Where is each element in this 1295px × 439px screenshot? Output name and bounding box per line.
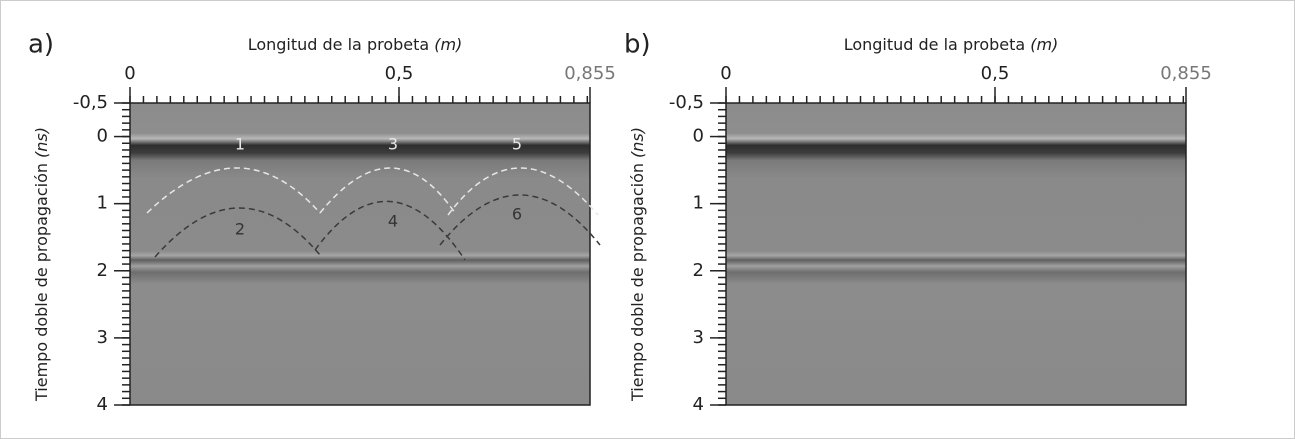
x-axis-unit: (m) xyxy=(1030,35,1058,54)
hyperbola xyxy=(447,167,599,216)
y-tick-label: 3 xyxy=(693,327,704,348)
y-axis-label: Tiempo doble de propagación (ns) xyxy=(628,127,647,402)
y-tick-label: 1 xyxy=(693,193,704,214)
y-axis-label-text: Tiempo doble de propagación xyxy=(628,163,647,402)
y-tick-label: 2 xyxy=(693,260,704,281)
x-tick-label: 0,5 xyxy=(981,63,1010,84)
annotation: 1 xyxy=(235,135,245,154)
annotation: 3 xyxy=(388,135,398,154)
x-tick-label: 0 xyxy=(720,63,731,84)
radargram-image xyxy=(129,102,591,406)
radargram-image xyxy=(725,102,1187,406)
annotation: 4 xyxy=(388,212,398,231)
y-axis-unit: (ns) xyxy=(628,127,647,158)
x-axis-label: Longitud de la probeta (m) xyxy=(248,35,463,54)
annotation: 6 xyxy=(512,205,522,224)
panel-label: b) xyxy=(624,30,651,60)
x-tick-label: 0,5 xyxy=(385,63,414,84)
y-tick-label: 2 xyxy=(97,260,108,281)
x-axis-label-text: Longitud de la probeta xyxy=(844,35,1026,54)
y-tick-label: -0,5 xyxy=(669,92,704,113)
x-tick-label: 0 xyxy=(124,63,135,84)
y-tick-label: 4 xyxy=(693,394,704,415)
y-tick-label: 1 xyxy=(97,193,108,214)
y-axis-unit: (ns) xyxy=(32,127,51,158)
y-tick-label: 3 xyxy=(97,327,108,348)
y-axis-label-text: Tiempo doble de propagación xyxy=(32,163,51,402)
y-axis-label: Tiempo doble de propagación (ns) xyxy=(32,127,51,402)
x-tick-label: 0,855 xyxy=(1160,63,1212,84)
x-axis-label-text: Longitud de la probeta xyxy=(248,35,430,54)
y-tick-label: -0,5 xyxy=(73,92,108,113)
annotation: 5 xyxy=(512,135,522,154)
y-tick-label: 0 xyxy=(97,126,108,147)
x-axis-label: Longitud de la probeta (m) xyxy=(844,35,1059,54)
x-axis-unit: (m) xyxy=(434,35,462,54)
hyperbola-overlay xyxy=(146,167,601,261)
y-tick-label: 4 xyxy=(97,394,108,415)
annotation: 2 xyxy=(235,220,245,239)
x-tick-label: 0,855 xyxy=(564,63,616,84)
hyperbola xyxy=(146,167,321,214)
panel-label: a) xyxy=(28,30,54,60)
y-tick-label: 0 xyxy=(693,126,704,147)
hyperbola xyxy=(319,167,456,214)
